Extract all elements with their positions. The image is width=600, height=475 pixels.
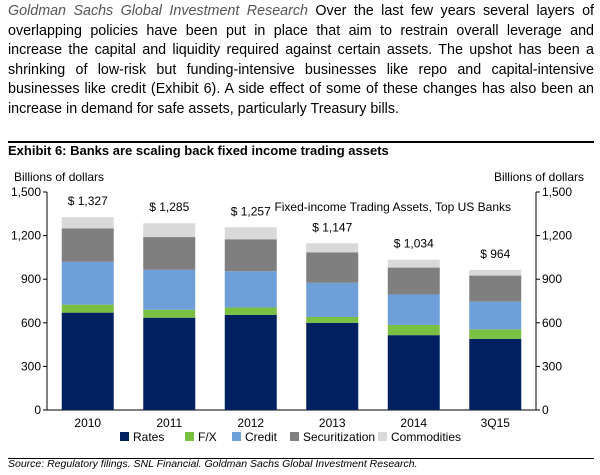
x-tick-label: 2011 (156, 416, 182, 430)
bar-commodities (469, 269, 522, 276)
bar-f-x (469, 329, 522, 339)
bar-credit (387, 294, 440, 325)
legend-label: Commodities (391, 430, 461, 444)
exhibit-title: Exhibit 6: Banks are scaling back fixed … (8, 143, 389, 158)
y-tick-label-left: 300 (21, 359, 41, 373)
bar-securitization (224, 239, 277, 272)
y-tick-label-right: 0 (542, 403, 549, 417)
bar-credit (224, 271, 277, 308)
bar-total-label: $ 1,327 (68, 194, 108, 208)
intro-source-name: Goldman Sachs Global Investment Research (8, 3, 308, 19)
bar-credit (143, 269, 196, 310)
y-axis-label-left: Billions of dollars (14, 170, 104, 184)
bar-commodities (143, 223, 196, 238)
legend-label: Securitization (303, 430, 375, 444)
legend-swatch-securitization (290, 432, 299, 441)
bar-commodities (387, 259, 440, 268)
bar-credit (306, 282, 359, 317)
y-tick-label-right: 1,500 (542, 185, 572, 199)
bar-rates (143, 317, 196, 410)
chart-title: Fixed-income Trading Assets, Top US Bank… (274, 200, 511, 214)
y-tick-label-left: 600 (21, 316, 41, 330)
bar-total-label: $ 1,034 (394, 237, 434, 251)
exhibit-frame (8, 141, 594, 459)
plot-area: 0 0 300 300 600 600 900 900 1,200 1,200 1,500 1,500… (11, 185, 572, 430)
bar-total-label: $ 1,257 (231, 204, 271, 218)
x-tick-label: 3Q15 (481, 416, 511, 430)
bar-commodities (306, 243, 359, 253)
bar-f-x (387, 324, 440, 336)
x-tick-label: 2012 (237, 416, 264, 430)
x-tick-label: 2013 (319, 416, 346, 430)
bar-securitization (469, 275, 522, 302)
bar-rates (306, 322, 359, 410)
bar-total-label: $ 1,147 (312, 220, 352, 234)
bar-securitization (143, 237, 196, 270)
y-axis-label-right: Billions of dollars (494, 170, 584, 184)
bar-f-x (143, 309, 196, 318)
legend-label: Rates (133, 430, 164, 444)
bar-f-x (224, 307, 277, 315)
y-tick-label-left: 0 (34, 403, 41, 417)
bar-f-x (61, 304, 114, 313)
x-tick-label: 2010 (74, 416, 101, 430)
legend-swatch-commodities (378, 432, 387, 441)
bar-rates (469, 338, 522, 410)
bar-f-x (306, 316, 359, 323)
legend-swatch-credit (232, 432, 241, 441)
y-tick-label-left: 1,500 (11, 185, 41, 199)
bar-commodities (224, 227, 277, 240)
y-tick-label-right: 300 (542, 359, 562, 373)
x-tick-label: 2014 (400, 416, 427, 430)
bar-rates (61, 312, 114, 410)
bar-rates (387, 335, 440, 410)
intro-paragraph: Goldman Sachs Global Investment Research… (8, 2, 594, 120)
bar-commodities (61, 217, 114, 229)
intro-text: Over the last few years several layers o… (8, 3, 594, 117)
bar-credit (61, 261, 114, 305)
bar-total-label: $ 1,285 (149, 200, 189, 214)
y-tick-label-left: 900 (21, 272, 41, 286)
y-tick-label-left: 1,200 (11, 229, 41, 243)
bar-credit (469, 301, 522, 330)
source-note: Source: Regulatory filings. SNL Financia… (8, 458, 418, 470)
legend-label: F/X (198, 430, 217, 444)
bar-securitization (61, 228, 114, 262)
legend-label: Credit (245, 430, 278, 444)
bar-securitization (306, 252, 359, 283)
y-tick-label-right: 600 (542, 316, 562, 330)
y-tick-label-right: 900 (542, 272, 562, 286)
legend-swatch-rates (120, 432, 129, 441)
bar-total-label: $ 964 (480, 247, 510, 261)
bar-rates (224, 314, 277, 410)
bar-securitization (387, 267, 440, 295)
legend-swatch-f-x (185, 432, 194, 441)
legend: Rates F/X Credit Securitization Commodities (120, 430, 461, 444)
y-tick-label-right: 1,200 (542, 229, 572, 243)
